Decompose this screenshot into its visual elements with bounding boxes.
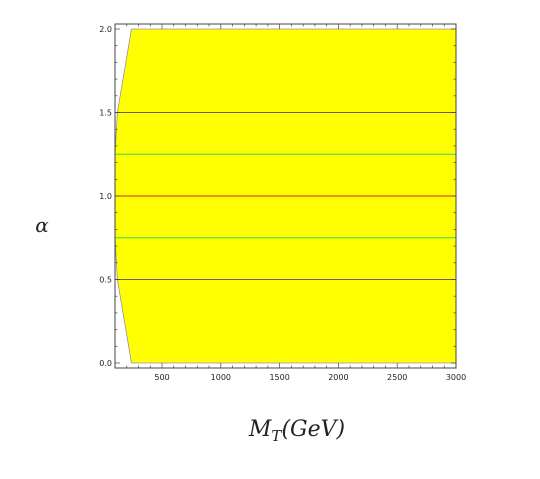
x-tick-label: 1000 <box>211 373 231 382</box>
x-tick-label: 3000 <box>446 373 466 382</box>
x-tick-label: 1500 <box>269 373 289 382</box>
x-tick-label: 2500 <box>387 373 407 382</box>
y-tick-label: 0.5 <box>99 275 112 284</box>
x-axis-label: MT(GeV) <box>248 417 345 445</box>
y-tick-label: 0.0 <box>99 359 112 368</box>
y-tick-label: 1.5 <box>99 109 112 118</box>
y-tick-label: 2.0 <box>99 25 112 34</box>
x-tick-label: 500 <box>154 373 169 382</box>
y-axis-label: α <box>35 213 49 237</box>
x-tick-label: 2000 <box>328 373 348 382</box>
y-tick-label: 1.0 <box>99 192 112 201</box>
